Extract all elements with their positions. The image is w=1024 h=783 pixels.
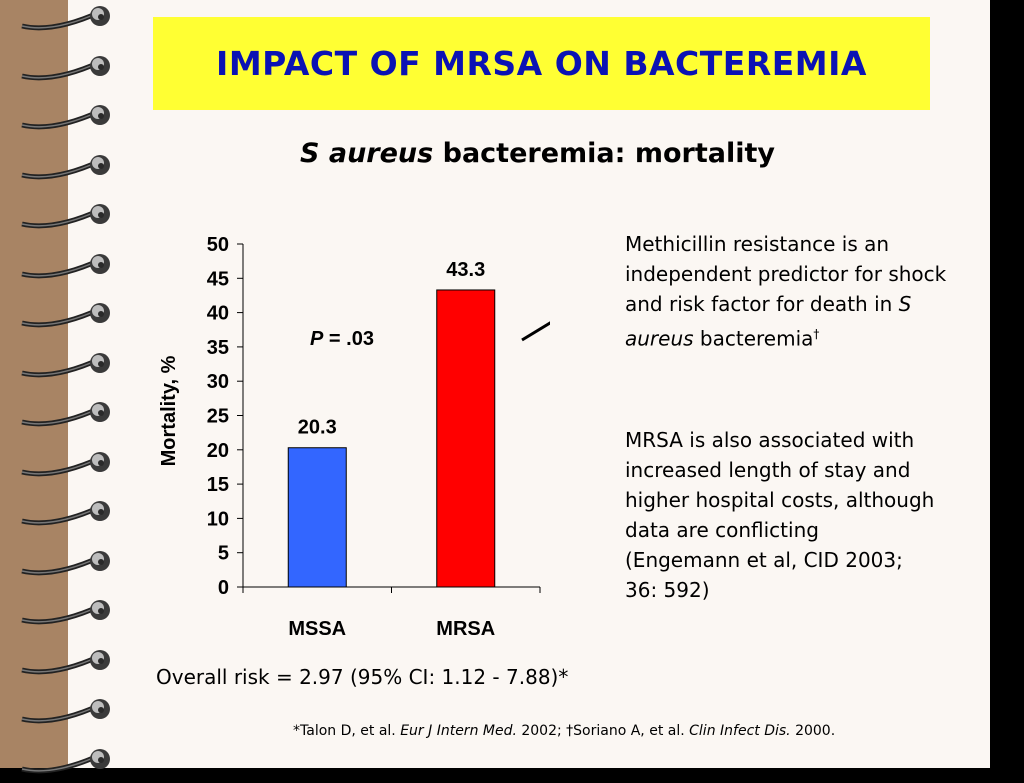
y-tick-label: 10	[207, 508, 229, 530]
note1-italic: S aureus	[625, 292, 912, 351]
title-banner: IMPACT OF MRSA ON BACTEREMIA	[153, 17, 930, 110]
overall-risk: Overall risk = 2.97 (95% CI: 1.12 - 7.88…	[156, 665, 569, 689]
y-axis-label: Mortality, %	[158, 355, 180, 466]
binding-ring	[18, 745, 114, 779]
binding-ring	[18, 250, 114, 284]
axes	[242, 244, 541, 593]
binding-ring	[18, 2, 114, 36]
binding-ring	[18, 101, 114, 135]
ref-part2: 2002; †Soriano A, et al.	[516, 723, 690, 739]
references: *Talon D, et al. Eur J Intern Med. 2002;…	[293, 723, 835, 739]
binding-ring	[18, 200, 114, 234]
ref-journal2: Clin Infect Dis.	[689, 723, 791, 739]
x-category-label: MRSA	[436, 618, 495, 640]
y-tick-label: 0	[218, 577, 229, 599]
bars: 20.3 MSSA 43.3 MRSA	[287, 259, 496, 640]
binding-ring	[18, 695, 114, 729]
binding-ring	[18, 299, 114, 333]
ref-part1: *Talon D, et al.	[293, 723, 401, 739]
binding-ring	[18, 596, 114, 630]
binding-ring	[18, 448, 114, 482]
p-value-annotation: P = .03	[310, 328, 374, 350]
binding-ring	[18, 398, 114, 432]
binding-ring	[18, 497, 114, 531]
data-label-mrsa: 43.3	[446, 259, 485, 281]
y-tick-label: 45	[207, 268, 229, 290]
y-tick-label: 25	[207, 406, 229, 428]
binding-ring	[18, 52, 114, 86]
ref-part3: 2000.	[790, 723, 836, 739]
bar-mssa	[287, 447, 347, 588]
y-tick-label: 5	[218, 543, 229, 565]
subtitle-rest: bacteremia: mortality	[433, 138, 775, 169]
note-mrsa-costs: MRSA is also associated with increased l…	[625, 428, 935, 602]
chart-subtitle: S aureus bacteremia: mortality	[180, 138, 895, 169]
y-tick-label: 20	[207, 440, 229, 462]
note1-dagger: †	[813, 327, 820, 341]
mortality-bar-chart: 0 5 10 15 20 25 30 35 40 45 50 20.3 MSSA 43.3 MRSA Mo…	[158, 234, 550, 640]
y-tick-label: 40	[207, 303, 229, 325]
bar-mrsa	[436, 289, 496, 588]
note1-after: bacteremia	[693, 326, 814, 351]
y-tick-label: 15	[207, 474, 229, 496]
p-value-italic: P	[310, 328, 324, 350]
note-methicillin: Methicillin resistance is an independent…	[625, 229, 965, 354]
subtitle-italic: S aureus	[300, 138, 434, 169]
y-tick-label: 35	[207, 337, 229, 359]
binding-ring	[18, 349, 114, 383]
binding-ring	[18, 547, 114, 581]
note1-text: Methicillin resistance is an independent…	[625, 232, 947, 316]
binding-ring	[18, 646, 114, 680]
x-category-label: MSSA	[288, 618, 346, 640]
y-tick-label: 30	[207, 371, 229, 393]
slide-title: IMPACT OF MRSA ON BACTEREMIA	[216, 44, 867, 83]
binding-ring	[18, 151, 114, 185]
p-value-rest: = .03	[323, 328, 374, 350]
slide: IMPACT OF MRSA ON BACTEREMIA S aureus ba…	[0, 0, 990, 773]
data-label-mssa: 20.3	[298, 417, 337, 439]
y-axis-ticks: 0 5 10 15 20 25 30 35 40 45 50	[207, 234, 243, 599]
y-tick-label: 50	[207, 234, 229, 256]
ref-journal1: Eur J Intern Med.	[400, 723, 517, 739]
arrow	[521, 321, 550, 342]
